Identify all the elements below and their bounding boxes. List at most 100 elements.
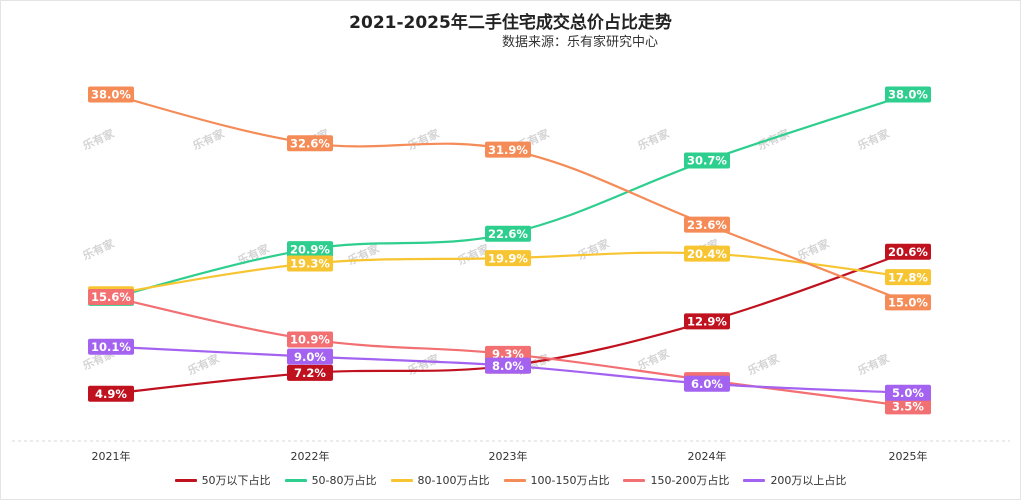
data-label: 19.9%: [485, 250, 531, 267]
data-label-text: 38.0%: [91, 88, 131, 102]
chart-legend: 50万以下占比 50-80万占比 80-100万占比 100-150万占比 150-20…: [0, 472, 1021, 488]
data-label-text: 19.9%: [488, 251, 528, 265]
data-label-text: 20.9%: [290, 242, 330, 256]
data-label-text: 20.6%: [888, 245, 928, 259]
legend-label: 50-80万占比: [311, 474, 377, 487]
watermark-text: 乐有家: [855, 351, 892, 378]
data-label: 9.0%: [287, 348, 333, 365]
data-label-text: 19.3%: [290, 257, 330, 271]
legend-label: 100-150万占比: [530, 474, 610, 487]
legend-label: 200万以上占比: [770, 474, 847, 487]
data-label-text: 6.0%: [691, 377, 723, 391]
data-label: 20.4%: [684, 245, 730, 262]
data-label-box: [885, 384, 931, 401]
data-label-box: [287, 135, 333, 152]
legend-label: 80-100万占比: [417, 474, 490, 487]
data-label-text: 7.2%: [294, 366, 326, 380]
legend-swatch: [503, 478, 526, 482]
data-label: 38.0%: [885, 86, 931, 103]
x-tick-label: 2022年: [291, 449, 330, 463]
data-label-box: [485, 141, 531, 158]
data-label-text: 30.7%: [687, 154, 727, 168]
data-labels: 4.9%7.2%8.0%12.9%20.6%15.5%20.9%22.6%30.…: [88, 86, 931, 415]
x-tick-label: 2023年: [489, 449, 528, 463]
data-label: 32.6%: [287, 135, 333, 152]
data-label-text: 9.3%: [492, 347, 524, 361]
data-label-text: 4.9%: [95, 387, 127, 401]
data-label-text: 23.6%: [687, 218, 727, 232]
watermark-text: 乐有家: [405, 126, 442, 153]
data-label: 6.0%: [684, 375, 730, 392]
data-label-box: [684, 245, 730, 262]
data-label: 5.0%: [885, 384, 931, 401]
data-label-box: [485, 250, 531, 267]
data-label-text: 17.8%: [888, 270, 928, 284]
data-label-box: [885, 398, 931, 415]
data-label-text: 15.0%: [888, 296, 928, 310]
watermark-text: 乐有家: [575, 236, 612, 263]
data-label: 17.8%: [885, 269, 931, 286]
data-label-box: [485, 357, 531, 374]
x-tick-label: 2025年: [889, 449, 928, 463]
data-label-box: [684, 152, 730, 169]
legend-swatch: [743, 478, 766, 482]
data-label-text: 9.0%: [294, 350, 326, 364]
data-label-box: [88, 338, 134, 355]
legend-item[interactable]: 50-80万占比: [284, 472, 377, 488]
data-label-text: 5.0%: [892, 386, 924, 400]
data-label-box: [684, 375, 730, 392]
data-label-text: 12.9%: [687, 315, 727, 329]
watermark-text: 乐有家: [635, 346, 672, 373]
watermark-text: 乐有家: [855, 126, 892, 153]
data-label: 10.9%: [287, 331, 333, 348]
data-label-box: [684, 313, 730, 330]
data-label: 31.9%: [485, 141, 531, 158]
data-label: 15.0%: [885, 294, 931, 311]
data-label: 20.6%: [885, 243, 931, 260]
data-label: 4.9%: [88, 385, 134, 402]
watermark-text: 乐有家: [185, 351, 222, 378]
data-label-text: 10.1%: [91, 340, 131, 354]
chart-title: 2021-2025年二手住宅成交总价占比走势: [349, 13, 672, 33]
data-label-box: [287, 331, 333, 348]
data-label-text: 32.6%: [290, 136, 330, 150]
data-label-box: [885, 243, 931, 260]
data-label-box: [885, 86, 931, 103]
data-label: 38.0%: [88, 86, 134, 103]
legend-swatch: [284, 478, 307, 482]
legend-swatch: [390, 478, 413, 482]
data-label: 3.5%: [885, 398, 931, 415]
data-label: 19.3%: [287, 255, 333, 272]
watermark-text: 乐有家: [405, 351, 442, 378]
data-label-text: 3.5%: [892, 400, 924, 414]
data-label-box: [88, 86, 134, 103]
legend-item[interactable]: 200万以上占比: [743, 472, 846, 488]
watermark-text: 乐有家: [745, 351, 782, 378]
legend-item[interactable]: 150-200万占比: [623, 472, 729, 488]
data-label-box: [885, 294, 931, 311]
data-label-box: [88, 288, 134, 305]
legend-item[interactable]: 100-150万占比: [503, 472, 610, 488]
series-line: [109, 93, 910, 304]
x-tick-label: 2024年: [688, 449, 727, 463]
watermark-text: 乐有家: [80, 126, 117, 153]
watermark-text: 乐有家: [80, 236, 117, 263]
watermark-text: 乐有家: [635, 126, 672, 153]
x-tick-label: 2021年: [92, 449, 131, 463]
data-label-text: 38.0%: [888, 88, 928, 102]
data-label-box: [684, 216, 730, 233]
legend-item[interactable]: 50万以下占比: [174, 472, 271, 488]
data-label-box: [885, 269, 931, 286]
data-label-box: [88, 385, 134, 402]
legend-item[interactable]: 80-100万占比: [390, 472, 490, 488]
legend-label: 50万以下占比: [201, 474, 271, 487]
legend-label: 150-200万占比: [650, 474, 730, 487]
data-label: 8.0%: [485, 357, 531, 374]
watermark-text: 乐有家: [795, 236, 832, 263]
legend-swatch: [623, 478, 646, 482]
series-line: [109, 93, 910, 299]
data-label-box: [287, 364, 333, 381]
data-label: 12.9%: [684, 313, 730, 330]
data-label: 7.2%: [287, 364, 333, 381]
data-label: 30.7%: [684, 152, 730, 169]
